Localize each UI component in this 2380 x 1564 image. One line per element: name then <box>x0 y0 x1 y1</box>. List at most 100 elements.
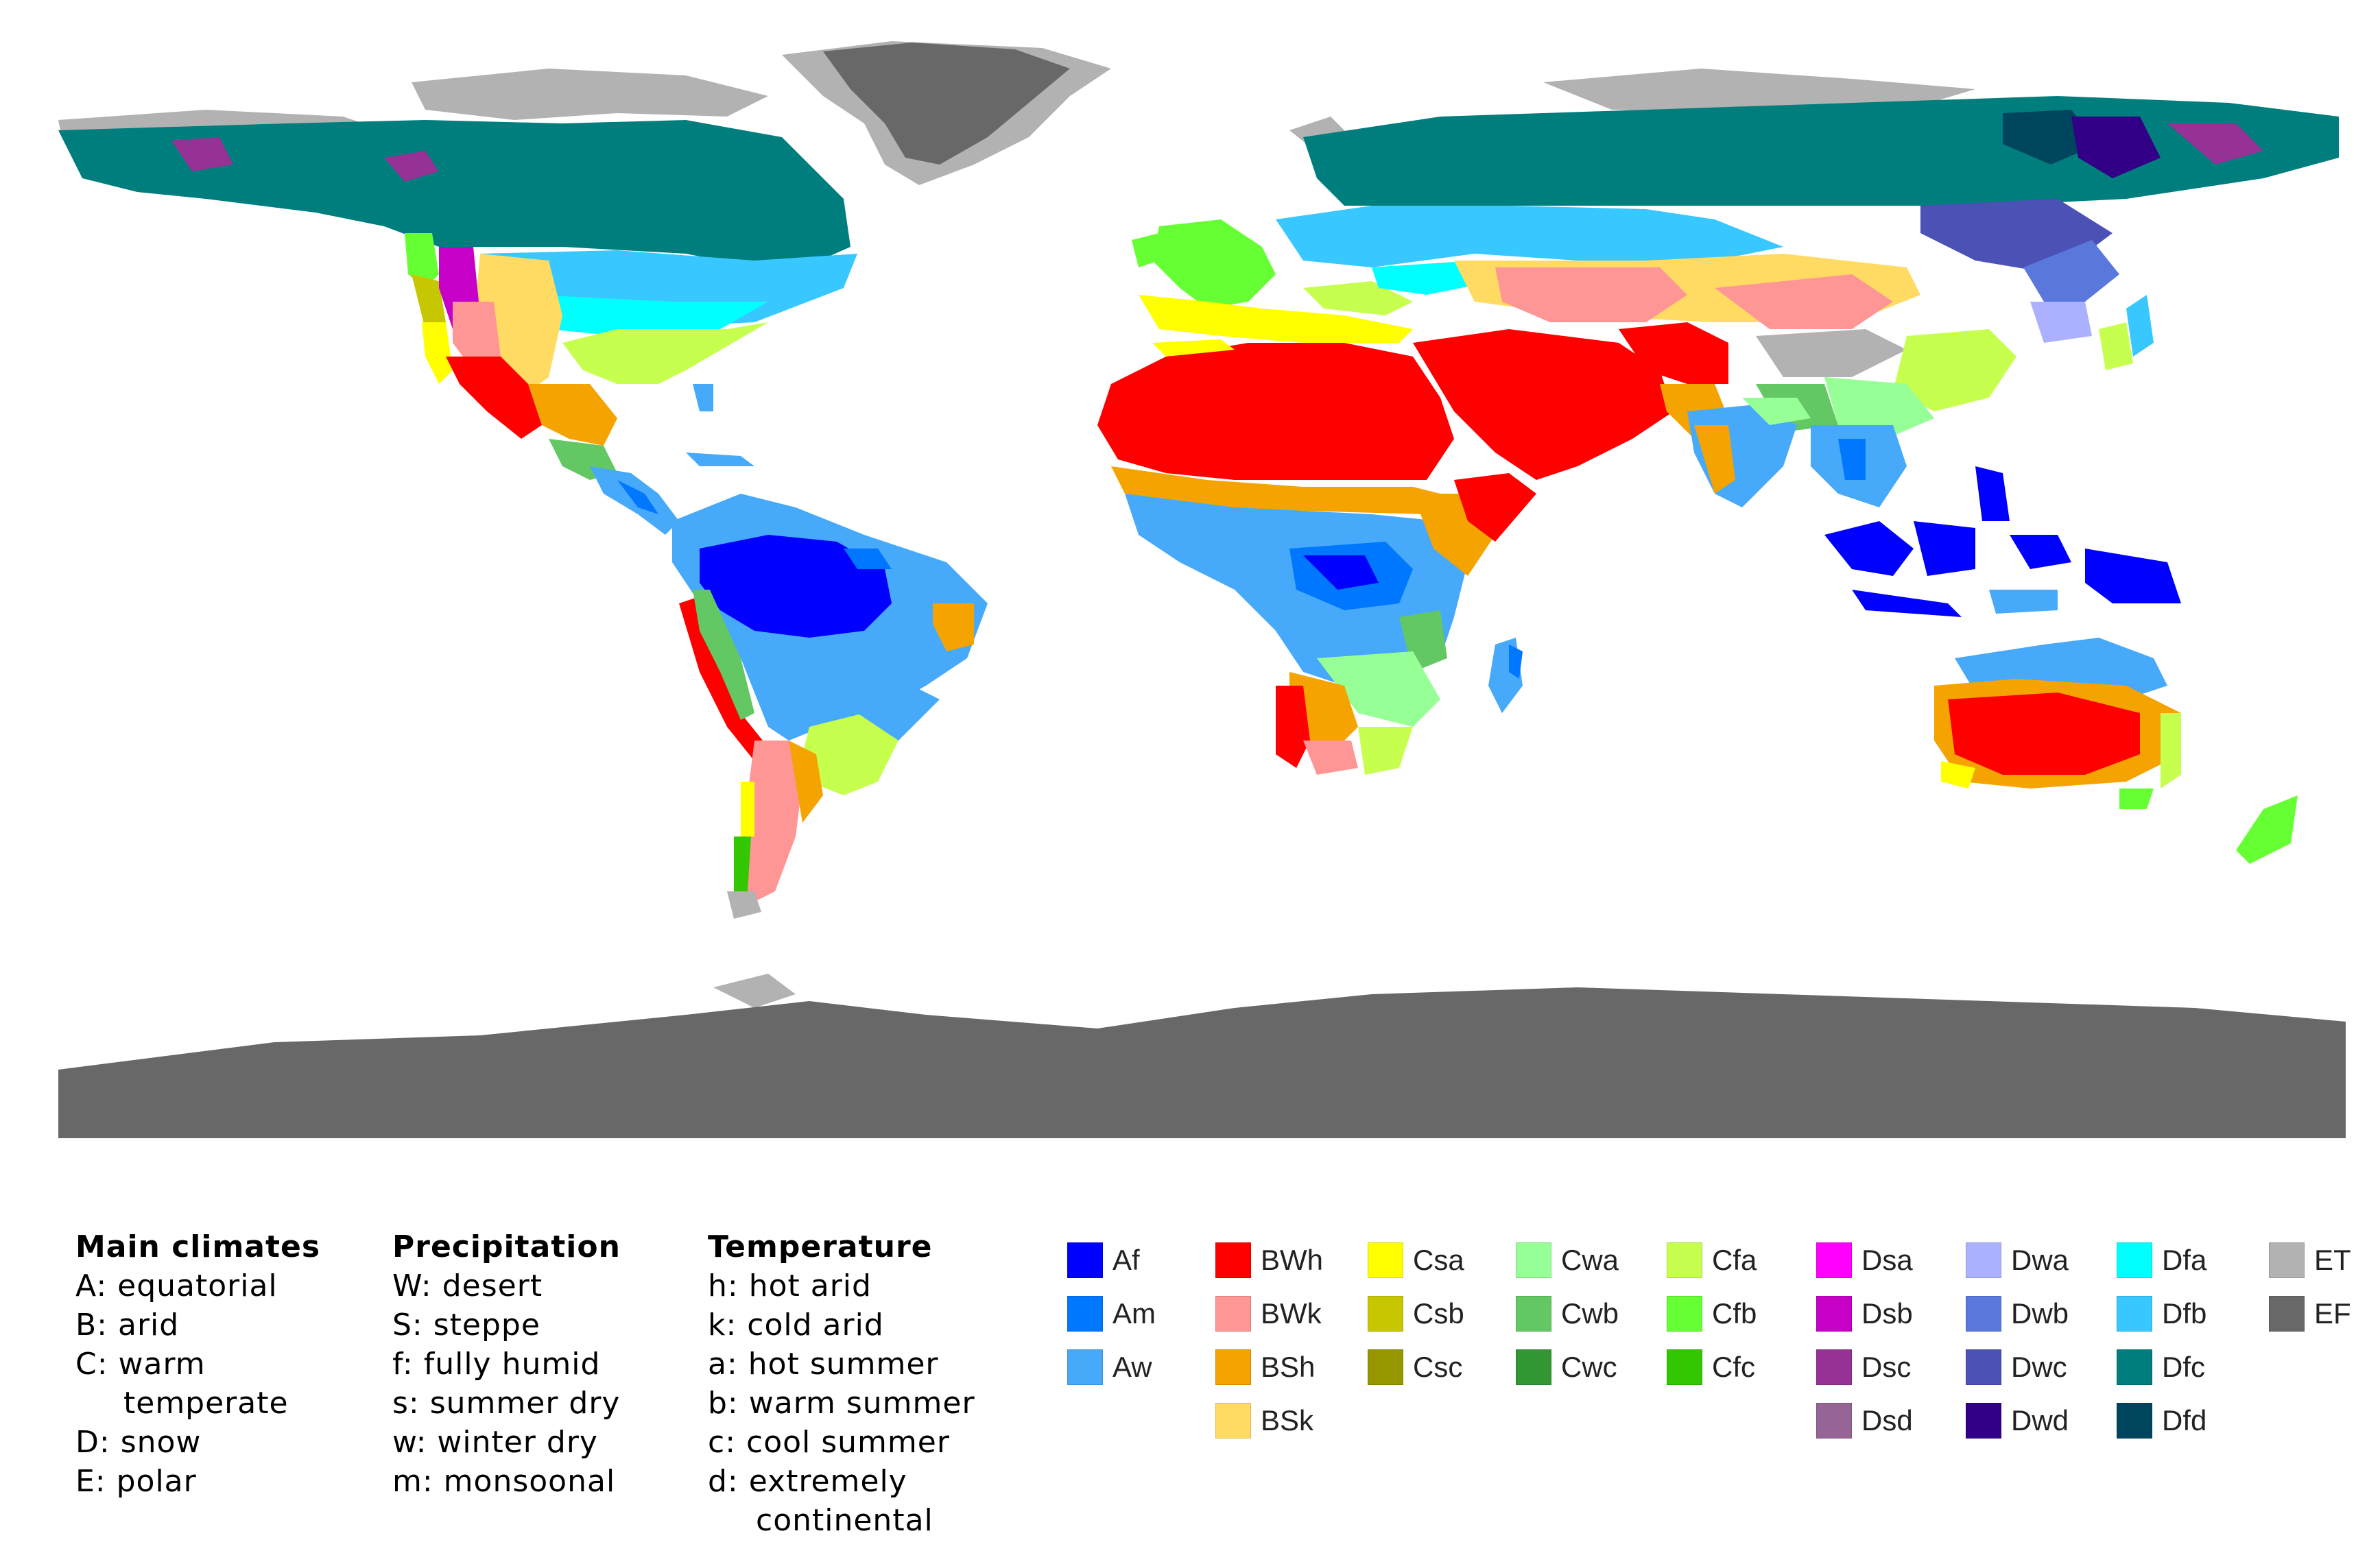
temperature-legend: Temperature h: hot arid k: cold arid a: … <box>708 1227 975 1540</box>
color-swatch <box>1816 1403 1852 1439</box>
color-swatch <box>2117 1349 2152 1385</box>
legend-code-label: Csa <box>1413 1244 1464 1276</box>
legend-code-label: BWh <box>1261 1244 1324 1276</box>
legend-item-csb: Csb <box>1368 1295 1464 1333</box>
color-swatch <box>1215 1296 1251 1332</box>
color-swatch <box>1067 1349 1103 1385</box>
color-swatch <box>1667 1296 1702 1332</box>
legend-item-cwb: Cwb <box>1516 1295 1619 1333</box>
legend-item-ef: EF <box>2269 1295 2351 1333</box>
precipitation-entry: S: steppe <box>392 1308 540 1343</box>
legend-code-label: Dsb <box>1861 1297 1913 1330</box>
legend-item-am: Am <box>1067 1295 1156 1333</box>
precipitation-entry: s: summer dry <box>392 1386 621 1421</box>
temperature-entry: d: extremely <box>708 1464 907 1499</box>
legend-code-label: Cfa <box>1712 1244 1757 1276</box>
color-swatch <box>1667 1349 1702 1385</box>
legend-code-label: Aw <box>1112 1351 1152 1383</box>
legend-code-label: Dfb <box>2162 1297 2207 1330</box>
legend-code-label: Af <box>1112 1244 1140 1276</box>
legend-code-label: Dwb <box>2011 1297 2069 1330</box>
legend-item-dfb: Dfb <box>2117 1295 2206 1333</box>
legend-item-aw: Aw <box>1067 1348 1152 1386</box>
color-swatch <box>1215 1349 1251 1385</box>
legend-item-bsh: BSh <box>1215 1348 1315 1386</box>
temperature-heading: Temperature <box>708 1229 933 1264</box>
precipitation-entry: f: fully humid <box>392 1347 601 1382</box>
temperature-entry: k: cold arid <box>708 1308 884 1343</box>
color-swatch <box>1516 1296 1551 1332</box>
color-swatch <box>1215 1403 1251 1439</box>
legend-item-et: ET <box>2269 1241 2351 1279</box>
color-swatch <box>1816 1296 1852 1332</box>
legend-code-label: Dfd <box>2162 1404 2207 1436</box>
world-map-svg <box>58 41 2346 1138</box>
color-swatch <box>1667 1242 1702 1278</box>
legend-code-label: Cwa <box>1561 1244 1619 1276</box>
color-swatch <box>1966 1242 2001 1278</box>
maritime-se-asia-region <box>1824 466 2181 617</box>
south-america-region <box>672 494 988 919</box>
legend-item-dwc: Dwc <box>1966 1348 2067 1386</box>
africa-region <box>1097 339 1536 775</box>
color-swatch <box>1368 1296 1403 1332</box>
temperature-entry: continental <box>756 1503 933 1538</box>
legend-item-dfd: Dfd <box>2117 1401 2206 1440</box>
legend-code-label: Am <box>1112 1297 1156 1330</box>
australia-region <box>1934 638 2298 864</box>
color-swatch <box>1816 1242 1852 1278</box>
color-swatch <box>1516 1349 1551 1385</box>
main-climate-entry: temperate <box>123 1386 289 1421</box>
color-swatch <box>1966 1403 2001 1439</box>
legend-code-label: BSk <box>1261 1404 1314 1436</box>
main-climates-legend: Main climates A: equatorial B: arid C: w… <box>75 1227 320 1501</box>
color-swatch <box>2269 1296 2305 1332</box>
legend-item-dsb: Dsb <box>1816 1295 1913 1333</box>
color-swatch <box>1368 1349 1403 1385</box>
legend-item-dwa: Dwa <box>1966 1241 2069 1279</box>
main-climate-entry: D: snow <box>75 1425 202 1460</box>
legend-item-dsc: Dsc <box>1816 1348 1911 1386</box>
color-swatch <box>2117 1296 2152 1332</box>
color-swatch <box>2117 1403 2152 1439</box>
color-swatch <box>1368 1242 1403 1278</box>
legend-code-label: Cwc <box>1561 1351 1617 1383</box>
temperature-entry: b: warm summer <box>708 1386 975 1421</box>
legend-code-label: Csc <box>1413 1351 1463 1383</box>
legend-code-label: Dfc <box>2162 1351 2205 1383</box>
legend-item-dfa: Dfa <box>2117 1241 2206 1279</box>
color-swatch <box>1966 1349 2001 1385</box>
color-swatch <box>1966 1296 2001 1332</box>
eurasia-region <box>1132 69 2339 439</box>
legend-code-label: ET <box>2314 1244 2351 1276</box>
legend-item-cfc: Cfc <box>1667 1348 1755 1386</box>
legend-item-dsa: Dsa <box>1816 1241 1913 1279</box>
main-climate-entry: E: polar <box>75 1464 197 1499</box>
legend-item-bsk: BSk <box>1215 1401 1313 1440</box>
legend-item-dwd: Dwd <box>1966 1401 2069 1440</box>
precipitation-heading: Precipitation <box>392 1229 621 1264</box>
main-climates-heading: Main climates <box>75 1229 321 1264</box>
precipitation-entry: w: winter dry <box>392 1425 598 1460</box>
legend-code-label: Dfa <box>2162 1244 2207 1276</box>
legend-code-label: Dwa <box>2011 1244 2069 1276</box>
legend-code-label: Dwd <box>2011 1404 2069 1436</box>
legend-item-bwh: BWh <box>1215 1241 1323 1279</box>
legend-item-dwb: Dwb <box>1966 1295 2069 1333</box>
legend-item-dfc: Dfc <box>2117 1348 2205 1386</box>
main-climate-entry: A: equatorial <box>75 1268 278 1303</box>
legend-code-label: Dwc <box>2011 1351 2067 1383</box>
color-swatch <box>1067 1242 1103 1278</box>
legend-item-dsd: Dsd <box>1816 1401 1913 1440</box>
color-swatch <box>1067 1296 1103 1332</box>
main-climate-entry: B: arid <box>75 1308 180 1343</box>
legend-item-cwc: Cwc <box>1516 1348 1617 1386</box>
legend-code-label: Cfb <box>1712 1297 1757 1330</box>
color-swatch <box>1215 1242 1251 1278</box>
greenland-region <box>782 41 1111 185</box>
precipitation-legend: Precipitation W: desert S: steppe f: ful… <box>392 1227 621 1501</box>
antarctica-region <box>58 974 2346 1138</box>
legend-code-label: Csb <box>1413 1297 1464 1330</box>
legend-code-label: Dsa <box>1861 1244 1913 1276</box>
legend-item-af: Af <box>1067 1241 1140 1279</box>
